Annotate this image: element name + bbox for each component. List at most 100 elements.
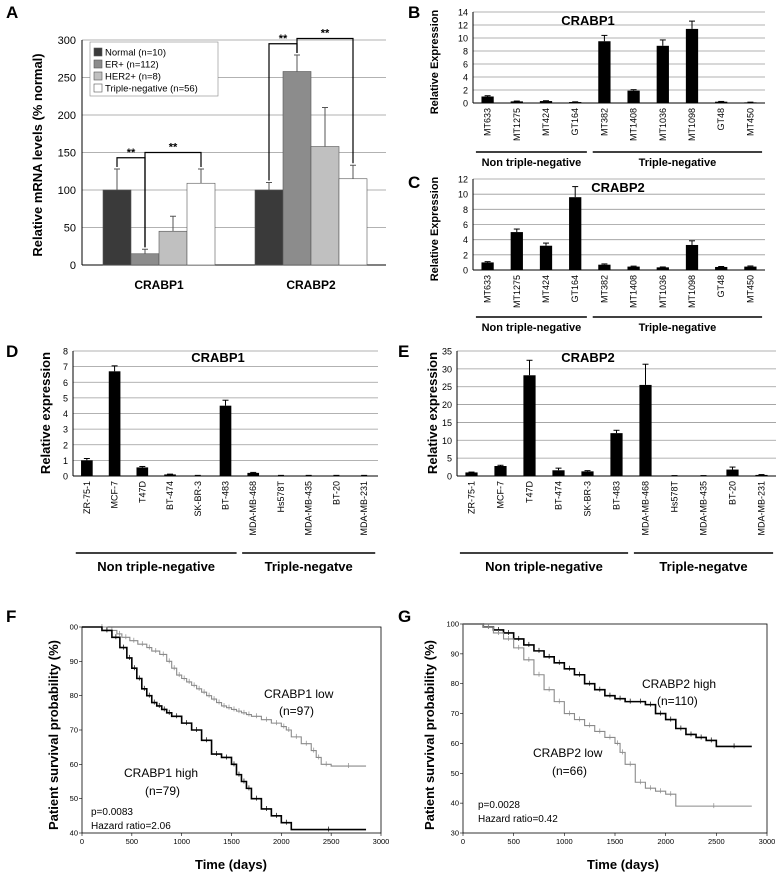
panel-g-ytick-label: 100: [446, 620, 459, 629]
panel-g-xtick-label: 2000: [657, 837, 674, 846]
panel-g-ytick-label: 50: [451, 769, 459, 778]
panel-b-bar: [656, 45, 669, 103]
panel-f-xtick-label: 3000: [373, 837, 390, 846]
panel-a-significance-label: **: [279, 33, 288, 45]
panel-e-category-label: T47D: [525, 481, 535, 504]
panel-d-category-label: BT-474: [165, 481, 175, 510]
panel-d-category-label: BT-483: [221, 481, 231, 510]
panel-d-ytick-label: 2: [63, 440, 68, 450]
panel-f-high-n: (n=79): [145, 784, 180, 798]
panel-f-ylabel: Patient survival probability (%): [46, 640, 61, 830]
panel-g-ytick-label: 30: [451, 829, 459, 838]
panel-a-category-label: CRABP1: [134, 278, 184, 292]
panel-d-ylabel: Relative expression: [38, 352, 53, 474]
panel-a-bar: [338, 178, 368, 266]
panel-c-category-label: GT48: [716, 275, 726, 298]
panel-f-high-name: CRABP1 high: [124, 766, 198, 780]
panel-f-xtick-label: 2500: [323, 837, 340, 846]
panel-c-group-label: Triple-negative: [639, 322, 717, 334]
panel-d-ytick-label: 5: [63, 393, 68, 403]
panel-a-legend-swatch: [93, 59, 103, 69]
panel-d-category-label: MCF-7: [110, 481, 120, 509]
panel-f-pvalue: p=0.0083: [91, 807, 133, 818]
panel-a-legend-label: Normal (n=10): [105, 48, 166, 59]
panel-c-bar: [715, 266, 728, 270]
panel-c-ytick-label: 6: [463, 220, 468, 230]
panel-g-ytick-label: 90: [451, 649, 459, 658]
panel-label-e: E: [398, 342, 409, 361]
panel-b-category-label: MT1098: [687, 108, 697, 141]
panel-b-bar: [598, 41, 611, 103]
panel-e-bar: [581, 471, 594, 476]
panel-b-category-label: MT424: [541, 108, 551, 136]
panel-e-bar: [465, 472, 478, 476]
panel-d-ytick-label: 7: [63, 362, 68, 372]
panel-a-legend-label: HER2+ (n=8): [105, 72, 161, 83]
panel-d-category-label: SK-BR-3: [193, 481, 203, 517]
panel-a-bar-chart: 0 50 100 150 200 250 300 CRABP1 CRABP2 Normal (n=…: [58, 28, 386, 292]
panel-b-ytick-label: 14: [458, 8, 468, 18]
panel-c-ytick-label: 0: [463, 266, 468, 276]
panel-label-g: G: [398, 607, 411, 626]
panel-g-low-n: (n=66): [552, 764, 587, 778]
panel-g-ytick-label: 70: [451, 709, 459, 718]
panel-d-ytick-label: 0: [63, 472, 68, 482]
panel-b-ylabel: Relative Expression: [429, 9, 441, 114]
panel-a-legend-swatch: [93, 83, 103, 93]
panel-a-significance-bracket: [296, 37, 354, 164]
panel-a-bar: [282, 71, 312, 266]
panel-c-ytick-label: 8: [463, 205, 468, 215]
panel-e-ytick-label: 30: [442, 364, 452, 374]
panel-d-bar: [136, 467, 149, 476]
panel-d-bar-chart: 0 1 2 3 4 5 6 7 8 ZR-75-1 MCF-7 T47D BT-474 SK-BR-3 BT…: [63, 347, 378, 574]
panel-f-xtick-label: 1000: [173, 837, 190, 846]
panel-e-ytick-label: 35: [442, 347, 452, 357]
panel-f-ytick-label: 60: [70, 760, 78, 769]
panel-c-bar: [685, 244, 699, 270]
panel-a-legend-swatch: [93, 71, 103, 81]
panel-c-title: CRABP2: [591, 180, 644, 195]
panel-b-ytick-label: 6: [463, 60, 468, 70]
panel-e-ytick-label: 15: [442, 418, 452, 428]
panel-a-bar: [254, 189, 284, 266]
panel-a-legend-swatch: [93, 47, 103, 57]
panel-label-d: D: [6, 342, 18, 361]
panel-a-bar: [102, 189, 132, 266]
panel-d-title: CRABP1: [191, 350, 244, 365]
panel-e-category-label: BT-474: [554, 481, 564, 510]
panel-g-ytick-label: 80: [451, 679, 459, 688]
panel-a-ytick-label: 300: [58, 35, 76, 47]
panel-e-category-label: BT-20: [728, 481, 738, 505]
panel-b-bar: [569, 102, 582, 103]
panel-b-ytick-label: 12: [458, 21, 468, 31]
panel-b-ytick-label: 4: [463, 73, 468, 83]
panel-a-legend-label: ER+ (n=112): [105, 60, 159, 71]
panel-a-legend-label: Triple-negative (n=56): [105, 84, 198, 95]
panel-b-category-label: GT48: [716, 108, 726, 131]
panel-d-ytick-label: 4: [63, 409, 68, 419]
panel-e-title: CRABP2: [561, 350, 614, 365]
panel-c-bar: [627, 266, 640, 270]
panel-a-legend-box: [89, 41, 219, 97]
panel-f-low-n: (n=97): [279, 704, 314, 718]
panel-a-ytick-label: 200: [58, 110, 76, 122]
panel-b-ytick-label: 2: [463, 86, 468, 96]
panel-g-high-name: CRABP2 high: [642, 677, 716, 691]
panel-e-bar: [726, 469, 739, 476]
panel-d-ytick-label: 1: [63, 456, 68, 466]
panel-f-xtick-label: 500: [126, 837, 139, 846]
panel-c-ytick-label: 10: [458, 190, 468, 200]
panel-b-bar: [510, 101, 523, 103]
panel-e-ytick-label: 10: [442, 436, 452, 446]
panel-a-ytick-label: 0: [70, 260, 76, 272]
panel-a-significance-bracket: [144, 151, 202, 248]
panel-g-xtick-label: 500: [507, 837, 520, 846]
panel-label-b: B: [408, 3, 420, 22]
panel-e-category-label: MCF-7: [496, 481, 506, 509]
panel-d-bar: [219, 405, 232, 476]
panel-b-category-label: MT633: [483, 108, 493, 136]
panel-g-low-name: CRABP2 low: [533, 746, 603, 760]
panel-b-category-label: MT1275: [512, 108, 522, 141]
panel-b-ytick-label: 10: [458, 34, 468, 44]
panel-label-f: F: [6, 607, 16, 626]
